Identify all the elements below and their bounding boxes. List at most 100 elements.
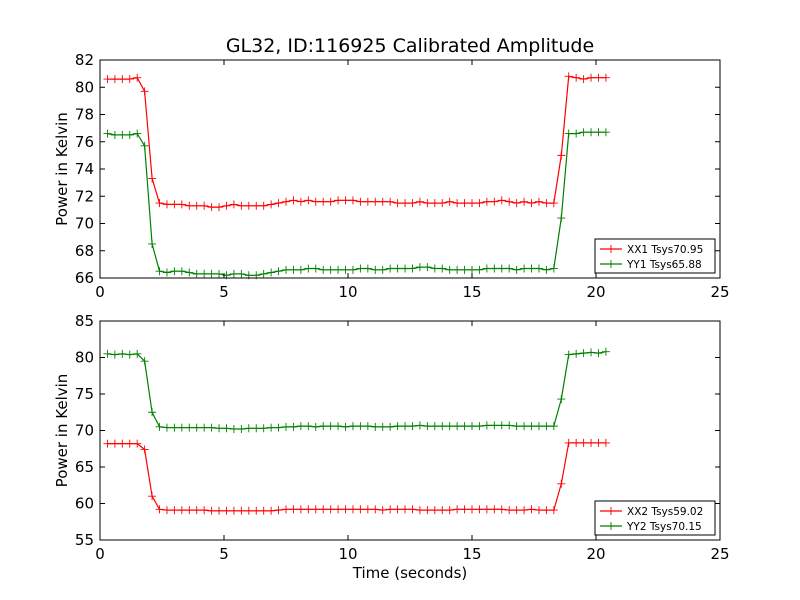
data-point xyxy=(289,505,298,514)
data-point xyxy=(572,73,581,82)
data-point xyxy=(594,73,603,82)
data-point xyxy=(348,196,357,205)
data-point xyxy=(401,422,410,431)
data-point xyxy=(274,267,283,276)
data-point xyxy=(289,422,298,431)
data-point xyxy=(401,264,410,273)
data-point xyxy=(520,506,529,515)
data-point xyxy=(133,73,142,82)
data-point xyxy=(155,505,164,514)
data-point xyxy=(564,438,573,447)
data-point xyxy=(534,197,543,206)
data-point xyxy=(341,422,350,431)
data-point xyxy=(564,350,573,359)
data-point xyxy=(430,199,439,208)
data-point xyxy=(200,269,209,278)
data-point xyxy=(475,505,484,514)
data-point xyxy=(319,265,328,274)
data-point xyxy=(148,174,157,183)
data-point xyxy=(542,422,551,431)
data-point xyxy=(430,264,439,273)
data-point xyxy=(594,349,603,358)
data-point xyxy=(482,421,491,430)
data-point xyxy=(140,87,149,96)
x-tick-label: 5 xyxy=(219,283,229,301)
data-point xyxy=(252,424,261,433)
data-point xyxy=(557,151,566,160)
y-tick-label: 76 xyxy=(75,133,94,151)
legend-label-1: XX2 Tsys59.02 xyxy=(627,506,703,518)
data-point xyxy=(222,201,231,210)
data-point xyxy=(155,267,164,276)
y-tick-label: 75 xyxy=(75,385,94,403)
data-point xyxy=(490,264,499,273)
data-point xyxy=(579,438,588,447)
data-point xyxy=(267,200,276,209)
y-tick-label: 66 xyxy=(75,269,94,287)
data-point xyxy=(356,264,365,273)
data-point xyxy=(356,197,365,206)
data-point xyxy=(282,505,290,514)
x-tick-label: 10 xyxy=(338,283,357,301)
data-point xyxy=(445,506,454,515)
data-point xyxy=(259,201,268,210)
data-point xyxy=(207,423,216,432)
data-point xyxy=(289,196,298,205)
y-tick-label: 60 xyxy=(75,495,94,513)
data-point xyxy=(363,264,372,273)
data-point xyxy=(587,128,596,137)
legend-label-2: YY1 Tsys65.88 xyxy=(626,259,702,271)
data-point xyxy=(237,506,246,515)
data-point xyxy=(170,200,179,209)
data-point xyxy=(170,267,179,276)
data-point xyxy=(386,264,395,273)
data-point xyxy=(222,506,231,515)
data-point xyxy=(222,424,231,433)
data-point xyxy=(140,141,149,150)
data-point xyxy=(475,199,484,208)
data-point xyxy=(601,128,610,137)
data-point xyxy=(430,506,439,515)
data-point xyxy=(237,425,246,434)
data-point xyxy=(475,422,484,431)
data-point xyxy=(148,408,157,417)
data-point xyxy=(601,438,610,447)
data-point xyxy=(401,505,410,514)
data-point xyxy=(453,199,462,208)
data-point xyxy=(289,265,298,274)
data-point xyxy=(334,422,343,431)
data-point xyxy=(237,201,246,210)
x-tick-label: 0 xyxy=(95,545,105,563)
data-point xyxy=(460,505,469,514)
data-point xyxy=(326,505,335,514)
chart-title: GL32, ID:116925 Calibrated Amplitude xyxy=(226,35,594,57)
data-point xyxy=(148,492,157,501)
data-point xyxy=(296,505,305,514)
data-point xyxy=(103,439,112,448)
data-point xyxy=(512,506,521,515)
series-line-2 xyxy=(107,351,607,430)
data-point xyxy=(177,506,186,515)
data-point xyxy=(453,422,462,431)
data-point xyxy=(482,197,491,206)
data-point xyxy=(378,422,387,431)
y-axis-label: Power in Kelvin xyxy=(53,112,71,226)
legend-box xyxy=(594,238,716,274)
data-point xyxy=(185,268,194,277)
data-point xyxy=(438,199,447,208)
data-point xyxy=(408,264,417,273)
data-point xyxy=(185,506,194,515)
data-point xyxy=(319,422,328,431)
data-point xyxy=(445,197,454,206)
data-point xyxy=(386,197,395,206)
data-point xyxy=(170,423,179,432)
x-tick-label: 25 xyxy=(710,283,729,301)
data-point xyxy=(512,422,521,431)
data-point xyxy=(490,421,499,430)
data-point xyxy=(304,264,313,273)
data-point xyxy=(103,129,112,138)
data-point xyxy=(140,445,149,454)
data-point xyxy=(296,197,305,206)
data-point xyxy=(282,265,290,274)
data-point xyxy=(423,422,432,431)
